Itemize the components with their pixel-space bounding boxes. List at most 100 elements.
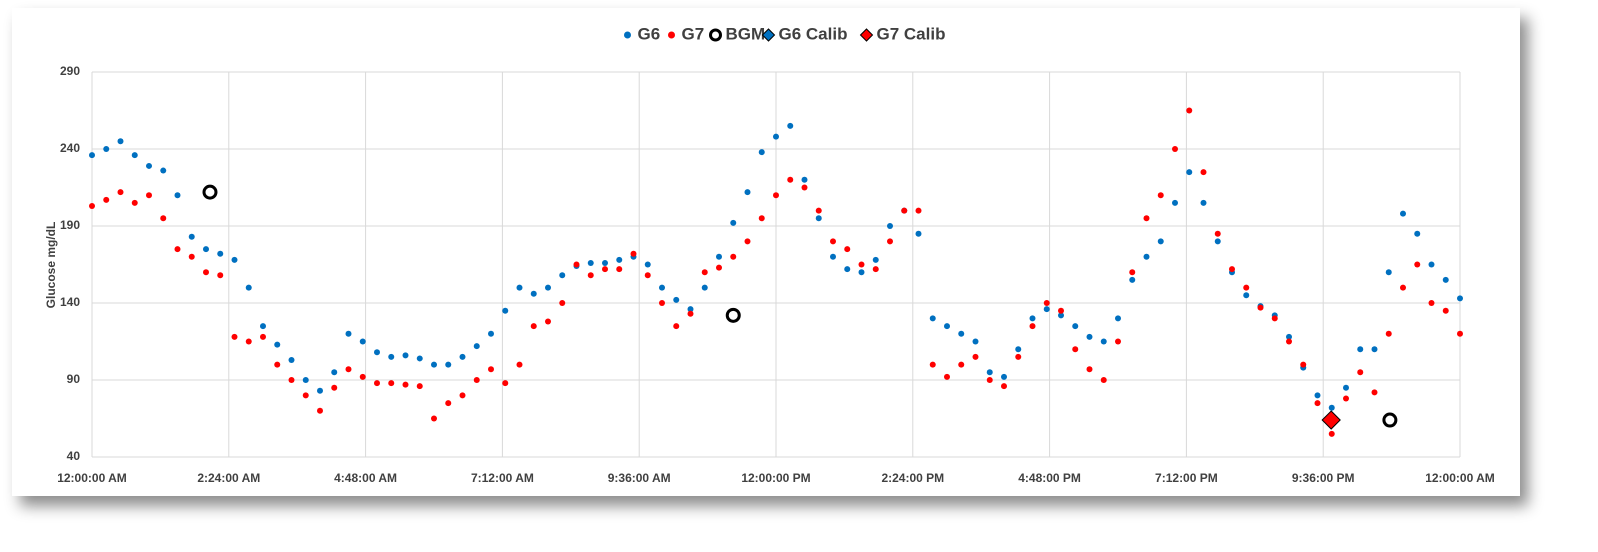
- point: [787, 176, 794, 183]
- point: [1357, 346, 1364, 353]
- y-tick-label: 190: [60, 218, 80, 232]
- point: [1029, 323, 1036, 330]
- point: [858, 269, 865, 276]
- point: [488, 330, 494, 337]
- point: [245, 284, 252, 291]
- point: [701, 269, 708, 276]
- point: [388, 380, 395, 387]
- point: [730, 253, 737, 260]
- point: [1414, 261, 1421, 268]
- point: [345, 330, 352, 337]
- point: [530, 290, 537, 297]
- point: [202, 184, 218, 200]
- point: [1157, 238, 1164, 245]
- point: [958, 330, 965, 337]
- point: [602, 259, 608, 266]
- point: [659, 284, 665, 291]
- point: [1321, 410, 1341, 430]
- point: [801, 184, 808, 191]
- point: [1186, 169, 1193, 176]
- point: [915, 207, 922, 214]
- point: [302, 392, 309, 399]
- point: [673, 296, 680, 303]
- point: [1428, 300, 1435, 306]
- point: [431, 361, 437, 368]
- point: [815, 215, 822, 222]
- legend-label: G7: [682, 24, 705, 43]
- point: [288, 377, 295, 383]
- point: [1043, 306, 1050, 313]
- point: [1058, 312, 1064, 319]
- point: [146, 192, 152, 199]
- point: [160, 215, 167, 222]
- point: [459, 392, 466, 399]
- y-axis-label: Glucose mg/dL: [44, 222, 58, 309]
- x-tick-label: 4:48:00 AM: [334, 471, 397, 485]
- point: [416, 355, 423, 362]
- point: [587, 272, 594, 279]
- point: [1385, 330, 1392, 337]
- point: [1129, 269, 1136, 276]
- point: [972, 338, 979, 345]
- point: [830, 253, 836, 260]
- point: [1328, 404, 1335, 411]
- point: [1371, 346, 1378, 353]
- point: [203, 269, 209, 276]
- point: [1385, 269, 1392, 276]
- point: [887, 223, 893, 229]
- point: [630, 250, 637, 257]
- point: [958, 361, 965, 368]
- point: [1457, 330, 1463, 337]
- point: [602, 266, 608, 273]
- point: [887, 238, 893, 245]
- x-tick-label: 2:24:00 PM: [881, 471, 944, 485]
- point: [89, 202, 95, 209]
- point: [445, 400, 452, 407]
- point: [830, 238, 836, 245]
- point: [616, 256, 623, 263]
- legend-label: G6: [638, 24, 661, 43]
- point: [1400, 284, 1406, 291]
- point: [260, 333, 266, 340]
- point: [901, 207, 908, 214]
- point: [1115, 315, 1121, 322]
- point: [1015, 346, 1022, 353]
- point: [1029, 315, 1036, 322]
- point: [1343, 384, 1349, 391]
- point: [431, 415, 437, 422]
- point: [1200, 199, 1207, 206]
- point: [89, 152, 95, 159]
- point: [131, 152, 138, 159]
- point: [701, 284, 708, 291]
- point: [644, 272, 651, 279]
- point: [502, 307, 509, 314]
- point: [117, 189, 124, 196]
- point: [1314, 400, 1321, 407]
- point: [944, 373, 950, 380]
- point: [944, 323, 950, 330]
- point: [160, 167, 167, 174]
- point: [1314, 392, 1321, 399]
- point: [317, 387, 323, 394]
- legend-marker: [624, 31, 631, 39]
- point: [516, 361, 523, 368]
- point: [744, 238, 751, 245]
- point: [1271, 315, 1278, 322]
- point: [1043, 300, 1050, 306]
- y-tick-label: 240: [60, 141, 80, 155]
- point: [801, 176, 808, 183]
- point: [929, 361, 936, 368]
- point: [217, 250, 224, 257]
- legend-marker: [761, 28, 776, 42]
- point: [1214, 230, 1221, 237]
- point: [1442, 307, 1449, 314]
- point: [587, 259, 594, 266]
- point: [773, 192, 779, 199]
- chart-frame: [12, 8, 1520, 496]
- point: [274, 341, 281, 348]
- point: [1343, 395, 1349, 402]
- point: [644, 261, 651, 268]
- point: [687, 306, 694, 313]
